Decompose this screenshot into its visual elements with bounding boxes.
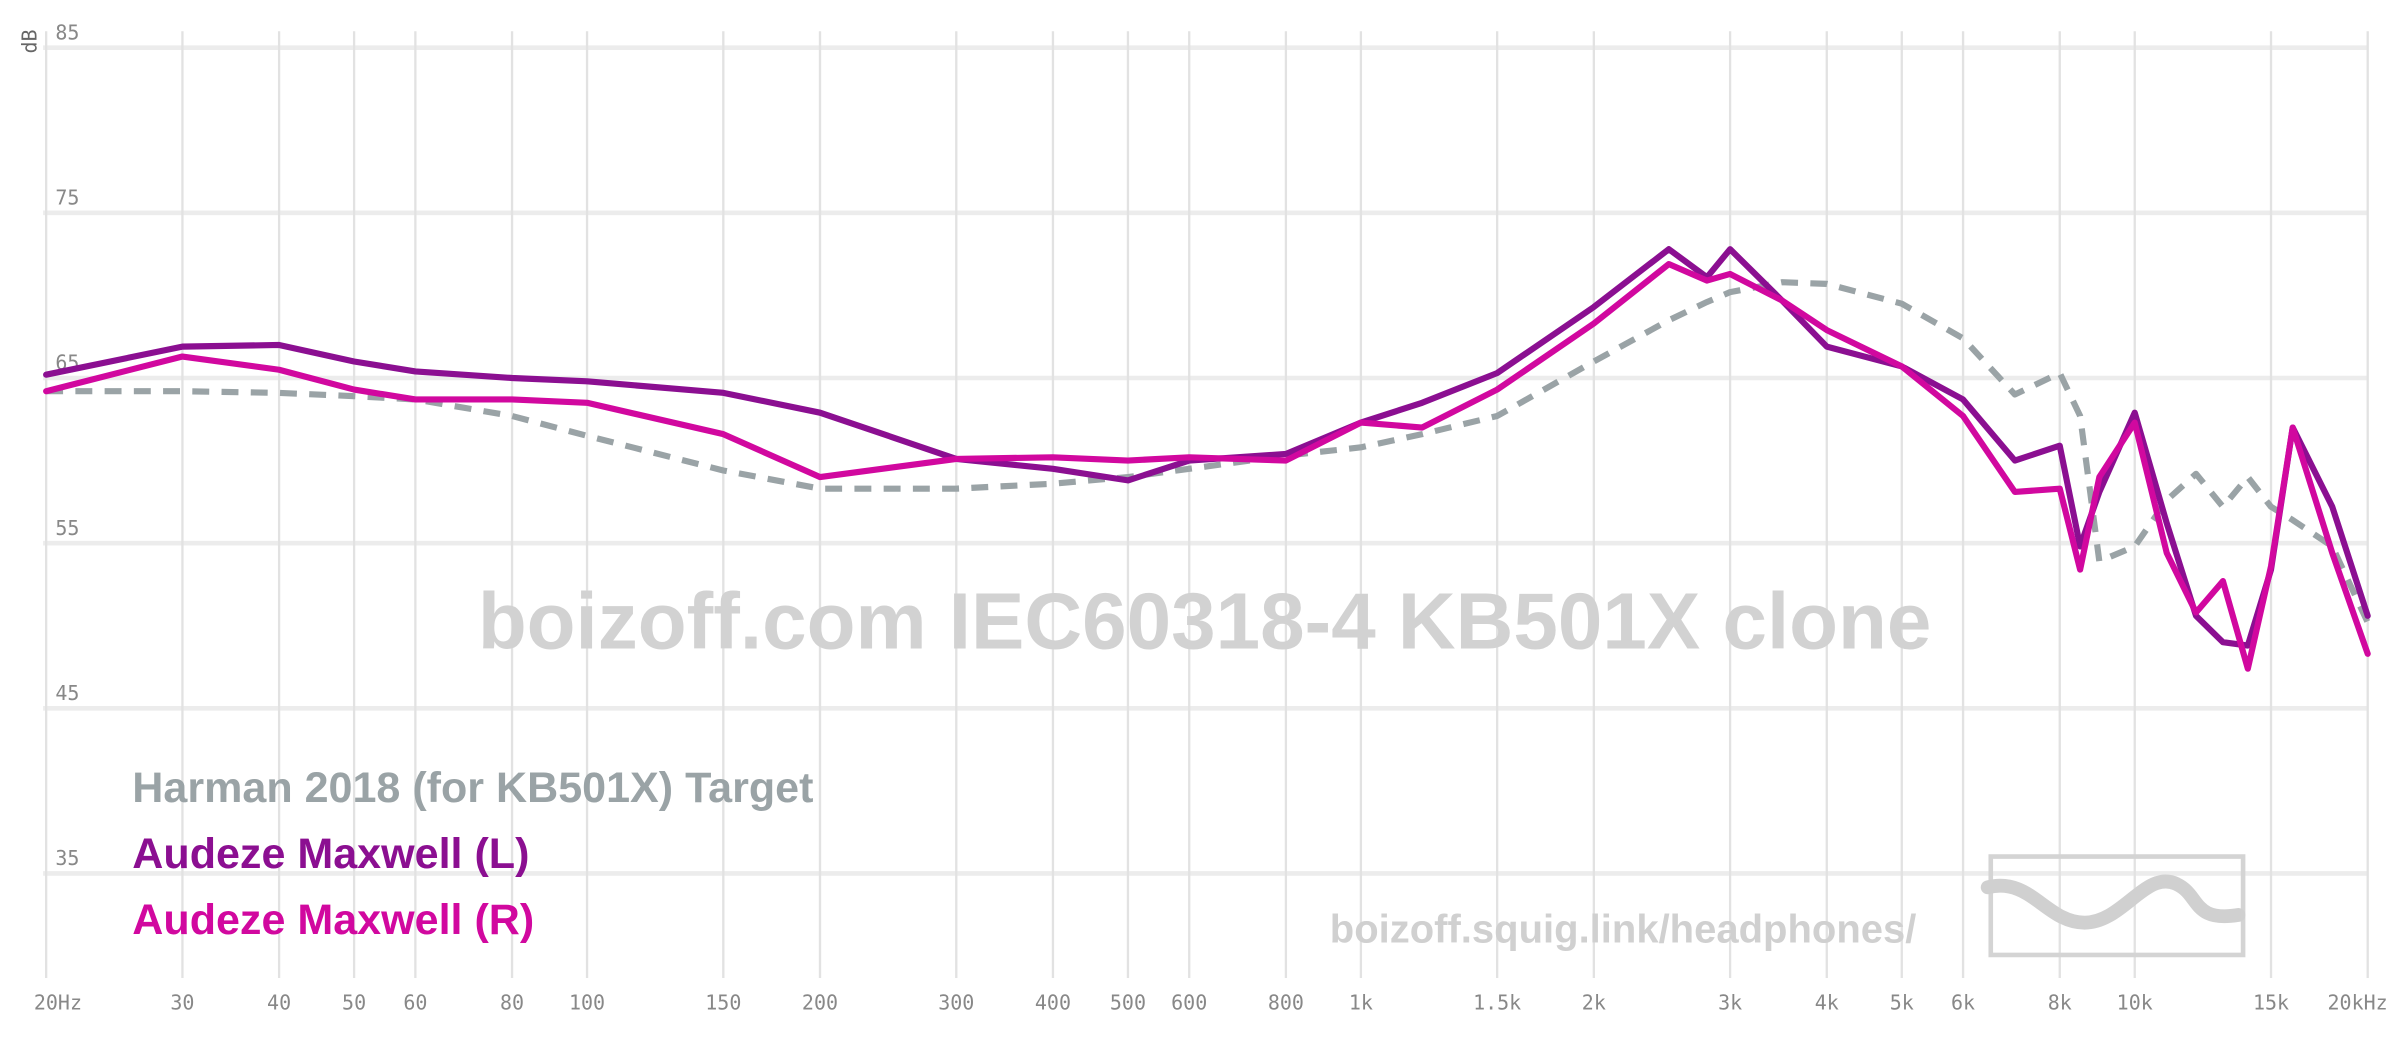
x-tick-label: 100 bbox=[569, 991, 605, 1015]
url-watermark: boizoff.squig.link/headphones/ bbox=[1330, 907, 1917, 951]
x-tick-label: 6k bbox=[1951, 991, 1975, 1015]
x-tick-label: 20kHz bbox=[2328, 991, 2388, 1015]
x-tick-label: 4k bbox=[1815, 991, 1839, 1015]
x-tick-label: 8k bbox=[2048, 991, 2072, 1015]
x-tick-label: 2k bbox=[1582, 991, 1606, 1015]
x-tick-label: 5k bbox=[1890, 991, 1914, 1015]
x-tick-label: 15k bbox=[2253, 991, 2289, 1015]
y-tick-label: 45 bbox=[55, 681, 79, 705]
watermark: boizoff.com IEC60318-4 KB501X clone bbox=[478, 577, 1932, 666]
x-tick-label: 30 bbox=[170, 991, 194, 1015]
x-tick-label: 1.5k bbox=[1473, 991, 1521, 1015]
x-tick-label: 80 bbox=[500, 991, 524, 1015]
x-tick-label: 200 bbox=[802, 991, 838, 1015]
x-tick-label: 150 bbox=[705, 991, 741, 1015]
x-tick-label: 1k bbox=[1349, 991, 1373, 1015]
x-tick-label: 300 bbox=[938, 991, 974, 1015]
logo-wave bbox=[1980, 874, 2246, 930]
legend-entry: Audeze Maxwell (R) bbox=[132, 896, 534, 944]
series-line bbox=[43, 260, 2371, 672]
logo-frame bbox=[1988, 854, 2246, 958]
x-tick-label: 800 bbox=[1268, 991, 1304, 1015]
y-tick-label: 55 bbox=[55, 516, 79, 540]
x-tick-label: 50 bbox=[342, 991, 366, 1015]
legend-entry: Audeze Maxwell (L) bbox=[132, 830, 529, 878]
x-tick-label: 400 bbox=[1035, 991, 1071, 1015]
x-tick-label: 40 bbox=[267, 991, 291, 1015]
grid bbox=[43, 31, 2369, 979]
series-line bbox=[46, 279, 2371, 624]
x-tick-label: 10k bbox=[2117, 991, 2153, 1015]
x-tick-label: 600 bbox=[1171, 991, 1207, 1015]
x-tick-label: 500 bbox=[1110, 991, 1146, 1015]
x-tick-label: 20Hz bbox=[34, 991, 82, 1015]
y-tick-label: 85 bbox=[55, 20, 79, 44]
y-tick-label: 35 bbox=[55, 846, 79, 870]
legend-entry: Harman 2018 (for KB501X) Target bbox=[132, 764, 813, 812]
x-tick-label: 60 bbox=[403, 991, 427, 1015]
y-tick-label: 75 bbox=[55, 186, 79, 210]
logo bbox=[1980, 854, 2246, 958]
x-tick-label: 3k bbox=[1718, 991, 1742, 1015]
y-axis-label: dB bbox=[17, 29, 41, 53]
